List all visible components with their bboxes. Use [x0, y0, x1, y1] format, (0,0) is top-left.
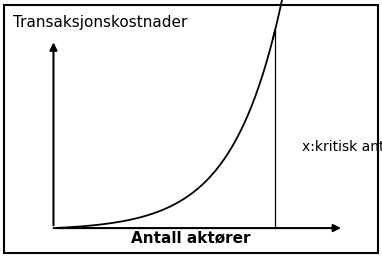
Text: Transaksjonskostnader: Transaksjonskostnader	[13, 15, 188, 30]
Text: x:kritisk antall: x:kritisk antall	[302, 140, 382, 154]
Text: Antall aktører: Antall aktører	[131, 231, 251, 246]
